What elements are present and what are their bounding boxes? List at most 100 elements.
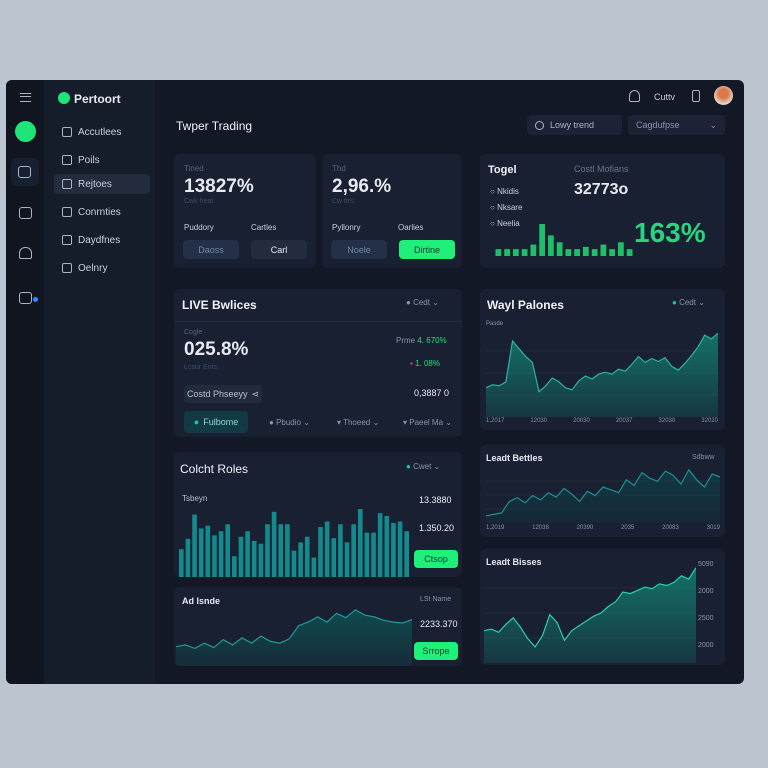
card-sub: Cwk heat (184, 198, 214, 205)
bar (251, 540, 257, 577)
stat-card-b: Thd 2,96.% Cw ttrs Pyllonry Oarlies Noel… (322, 154, 462, 268)
strategy-button[interactable]: Costd Phseeyy ⋖ (184, 385, 262, 403)
bar (311, 557, 317, 577)
headset-icon[interactable] (19, 247, 32, 259)
button-b2[interactable]: Dirtine (399, 240, 455, 259)
wallet-icon[interactable] (19, 292, 32, 304)
sidebar-item-4[interactable]: Daydfnes (54, 230, 150, 250)
card-title: Colcht Roles (180, 462, 249, 476)
dropdown-value: Cagdufpse (636, 120, 680, 130)
bettles-line-chart (486, 468, 720, 523)
menu-icon[interactable] (20, 93, 31, 102)
button-a2[interactable]: Carl (251, 240, 307, 259)
search-input[interactable]: Lowy trend (527, 115, 622, 135)
button-label: Dirtine (413, 244, 440, 255)
bar (258, 543, 264, 577)
bar (397, 521, 403, 577)
sidebar-label: Conrnties (78, 206, 121, 218)
live-dropdown[interactable]: ● Cedt ⌄ (406, 298, 439, 307)
bar (377, 513, 383, 577)
tab-2[interactable]: ▾ Thoeed ⌄ (337, 418, 380, 427)
bar-chart (179, 509, 409, 577)
bar (565, 249, 572, 256)
label: Tsbeyn (182, 494, 208, 503)
logo-icon (58, 92, 70, 104)
bar (600, 244, 607, 256)
live-value: 025.8% (184, 339, 249, 360)
bars-action-button[interactable]: Ctsop (414, 550, 458, 568)
sidebar-label: Daydfnes (78, 234, 121, 246)
bar (618, 242, 624, 256)
user-label[interactable]: Cuttv (654, 92, 676, 102)
bar (212, 535, 217, 577)
button-label: Noele (347, 244, 371, 255)
live-total: 0,3887 0 (414, 388, 450, 398)
card-title: Wayl Palones (487, 298, 564, 312)
change-2: ▪ 1. 08% (410, 359, 440, 368)
col-label: Puddory (184, 223, 214, 232)
ad-area-chart (176, 609, 412, 666)
sidebar-item-2[interactable]: Rejtoes (54, 174, 150, 194)
bar (324, 521, 330, 577)
button-a1[interactable]: Daoss (183, 240, 239, 259)
bar (344, 542, 350, 577)
button-b1[interactable]: Noele (331, 240, 387, 259)
ad-action-button[interactable]: Srrope (414, 642, 458, 660)
portfolio-icon[interactable] (19, 207, 32, 219)
bisses-area-chart (484, 567, 696, 663)
stat-card-a: Tined 13827% Cwk heat Puddory Cartles Da… (174, 154, 316, 268)
category-dropdown[interactable]: Cagdufpse ⌄ (628, 115, 725, 135)
bar (238, 536, 244, 577)
legend-item: ○ Nkidis (490, 187, 519, 196)
area-fill (486, 333, 718, 417)
share-icon[interactable] (692, 90, 700, 102)
sidebar-item-0[interactable]: Accutlees (54, 122, 150, 142)
card-title: LIVE Bwlices (182, 298, 257, 312)
card-title: Leadt Bettles (486, 453, 543, 463)
live-sub: Lcsur Ents (184, 364, 218, 371)
area-fill (486, 469, 720, 523)
col-label: Oarlies (398, 223, 424, 232)
tab-1[interactable]: ● Pbudio ⌄ (269, 418, 310, 427)
sidebar-item-5[interactable]: Oelnry (54, 258, 150, 278)
tick-label: 2035 (621, 525, 635, 531)
bar (225, 524, 231, 577)
y-axis: 5090 2000 2500 2000 (698, 561, 714, 649)
bar (371, 532, 376, 577)
bar (495, 249, 502, 256)
other-icon (62, 263, 72, 273)
wayl-area-chart (486, 332, 718, 417)
x-axis: 1,2019 12038 20390 2035 20083 3019 (486, 525, 720, 531)
tick-label: 20083 (662, 525, 679, 531)
bar (583, 246, 589, 256)
tick-label: 12030 (530, 418, 548, 424)
card-label: Tined (184, 164, 204, 173)
avatar[interactable] (714, 86, 733, 105)
tick-label: 1,2017 (486, 418, 505, 424)
bar (338, 524, 343, 577)
bars-dropdown[interactable]: ● Cwet ⌄ (406, 462, 441, 471)
bar (574, 249, 580, 256)
series-line (176, 609, 412, 650)
tab-3[interactable]: ▾ Paeel Ma ⌄ (403, 418, 452, 427)
tab-0[interactable]: ● Fulbome (184, 411, 248, 433)
sidebar-item-3[interactable]: Conrnties (54, 202, 150, 222)
change-1: Prme 4. 670% (396, 336, 447, 345)
bar (318, 527, 323, 577)
x-axis: 1,2017 12030 20030 20037 32030 32020 (486, 418, 718, 424)
bar (351, 524, 356, 577)
sidebar-label: Accutlees (78, 126, 122, 138)
card-title: Leadt Bisses (486, 557, 542, 567)
right-label: LSt Name (420, 596, 452, 603)
wayl-dropdown[interactable]: ● Cedt ⌄ (672, 298, 705, 307)
sidebar-label: Poils (78, 154, 100, 166)
home-active-icon[interactable] (15, 121, 36, 142)
icon-rail (6, 80, 44, 684)
tick-label: 20390 (576, 525, 594, 531)
bar (198, 528, 204, 577)
user-icon[interactable] (629, 90, 640, 102)
rail-item-chart[interactable] (11, 158, 39, 186)
metric-value: 32773o (574, 181, 629, 198)
sidebar-item-1[interactable]: Poils (54, 150, 150, 170)
tick-label: 3019 (706, 525, 720, 531)
